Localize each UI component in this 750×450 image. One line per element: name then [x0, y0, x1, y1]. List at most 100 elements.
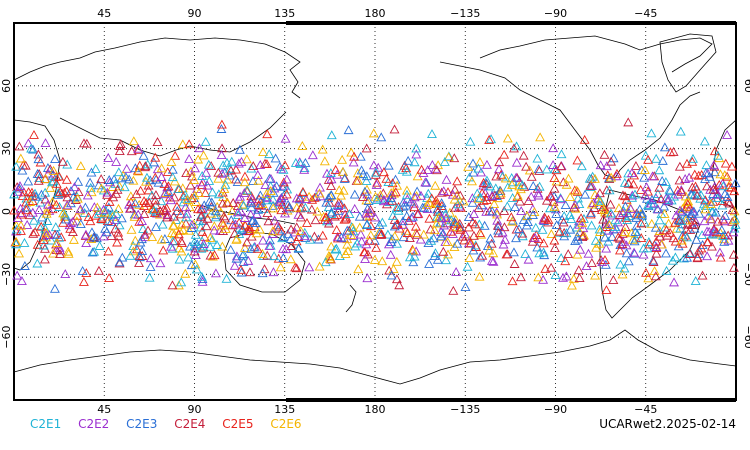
observation-marker — [485, 181, 495, 191]
observation-marker — [314, 261, 325, 271]
top-lon-tick-label: −90 — [544, 7, 567, 20]
observation-marker — [620, 201, 631, 211]
observation-marker — [623, 256, 634, 266]
observation-marker — [159, 189, 170, 199]
observation-marker — [205, 232, 216, 242]
bottom-lon-tick-label: −90 — [544, 403, 567, 416]
observation-marker — [165, 241, 176, 251]
observation-marker — [692, 190, 703, 200]
observation-marker — [484, 245, 495, 255]
observation-marker — [538, 274, 549, 284]
observation-marker — [231, 251, 242, 261]
observation-marker — [606, 156, 617, 166]
observation-marker — [643, 200, 653, 210]
observation-marker — [727, 216, 738, 226]
observation-marker — [570, 236, 581, 246]
observation-marker — [25, 197, 35, 206]
observation-marker — [332, 233, 343, 243]
observation-marker — [19, 261, 30, 270]
observation-marker — [290, 262, 301, 272]
observation-marker — [546, 262, 557, 272]
observation-marker — [189, 190, 200, 200]
observation-marker — [457, 231, 468, 241]
observation-marker — [488, 248, 499, 258]
observation-marker — [111, 188, 122, 198]
observation-marker — [227, 220, 238, 230]
observation-marker — [652, 204, 663, 214]
observation-marker — [627, 190, 638, 200]
observation-marker — [585, 180, 596, 190]
observation-marker — [401, 189, 412, 199]
observation-marker — [355, 229, 366, 239]
observation-marker — [213, 173, 224, 183]
observation-marker — [334, 185, 345, 195]
observation-marker — [275, 262, 286, 272]
observation-marker — [507, 216, 518, 226]
observation-marker — [481, 178, 492, 188]
observation-marker — [595, 160, 606, 170]
observation-marker — [623, 178, 634, 188]
observation-marker — [23, 138, 34, 148]
observation-marker — [449, 184, 460, 194]
observation-marker — [207, 251, 218, 261]
observation-marker — [264, 240, 275, 250]
observation-marker — [728, 249, 739, 259]
observation-marker — [322, 168, 332, 178]
observation-marker — [723, 235, 734, 245]
observation-marker — [356, 236, 367, 246]
observation-marker — [432, 211, 443, 221]
observation-marker — [715, 169, 726, 179]
observation-marker — [185, 180, 196, 190]
observation-marker — [696, 169, 707, 179]
observation-marker — [99, 207, 110, 217]
observation-marker — [620, 191, 630, 201]
observation-marker — [180, 202, 191, 212]
observation-marker — [674, 161, 685, 171]
observation-marker — [258, 147, 269, 157]
observation-marker — [111, 156, 122, 166]
observation-marker — [15, 225, 26, 235]
observation-marker — [675, 205, 685, 215]
observation-marker — [586, 258, 597, 267]
observation-marker — [599, 205, 610, 215]
observation-marker — [528, 210, 538, 220]
observation-marker — [722, 191, 733, 201]
observation-marker — [551, 208, 562, 218]
observation-marker — [261, 193, 272, 203]
observation-marker — [443, 152, 454, 162]
observation-marker — [532, 183, 543, 193]
observation-marker — [644, 239, 655, 249]
observation-marker — [12, 182, 23, 192]
observation-marker — [365, 204, 376, 214]
observation-marker — [231, 234, 242, 244]
observation-marker — [362, 273, 373, 283]
observation-marker — [68, 192, 79, 202]
observation-marker — [687, 156, 698, 166]
observation-marker — [496, 169, 507, 179]
observation-marker — [509, 143, 519, 153]
observation-marker — [427, 129, 437, 139]
observation-marker — [228, 197, 239, 207]
observation-marker — [697, 239, 708, 249]
observation-marker — [194, 143, 205, 153]
observation-marker — [276, 226, 287, 236]
observation-marker — [28, 144, 38, 154]
observation-marker — [533, 190, 544, 200]
observation-marker — [53, 188, 64, 198]
observation-marker — [411, 143, 422, 153]
observation-marker — [207, 187, 218, 197]
observation-marker — [495, 188, 506, 198]
observation-marker — [283, 199, 294, 209]
observation-marker — [103, 246, 114, 256]
observation-marker — [54, 202, 65, 211]
observation-marker — [481, 206, 492, 216]
observation-marker — [323, 174, 334, 184]
observation-marker — [354, 222, 365, 232]
observation-marker — [628, 179, 639, 189]
observation-marker — [139, 196, 150, 206]
observation-marker — [575, 244, 586, 254]
observation-marker — [511, 157, 522, 167]
observation-marker — [608, 275, 619, 284]
observation-marker — [519, 181, 530, 191]
observation-marker — [180, 190, 191, 200]
